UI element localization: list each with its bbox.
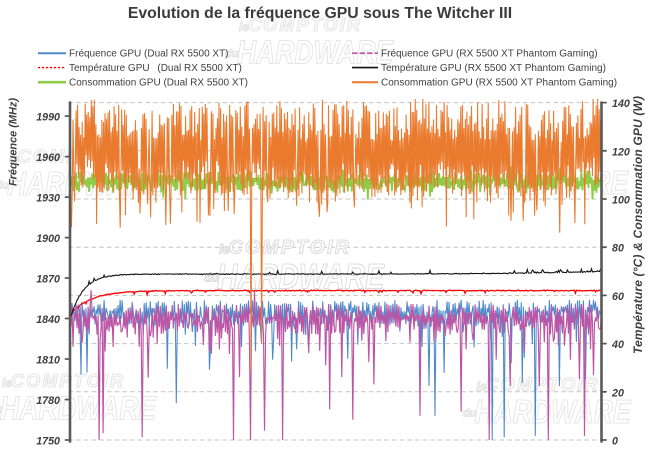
svg-text:1750: 1750: [36, 436, 60, 448]
svg-text:Evolution de la fréquence GPU: Evolution de la fréquence GPU sous The W…: [128, 5, 512, 22]
svg-text:60: 60: [612, 291, 624, 303]
svg-text:COMPTOIR: COMPTOIR: [486, 375, 598, 395]
svg-text:HARDWARE: HARDWARE: [475, 393, 632, 430]
svg-text:COMPTOIR: COMPTOIR: [11, 371, 123, 391]
svg-text:100: 100: [612, 195, 630, 207]
svg-text:le: le: [477, 380, 487, 394]
svg-text:1810: 1810: [36, 355, 60, 367]
svg-text:le: le: [219, 242, 230, 257]
svg-text:Fréquence GPU (Dual RX 5500 XT: Fréquence GPU (Dual RX 5500 XT): [69, 49, 229, 60]
svg-text:le: le: [9, 152, 19, 166]
svg-text:1780: 1780: [36, 395, 60, 407]
svg-text:le: le: [2, 376, 12, 390]
svg-text:du: du: [225, 48, 239, 60]
svg-text:1870: 1870: [36, 274, 60, 286]
svg-text:HARDWARE: HARDWARE: [0, 390, 157, 427]
svg-text:1930: 1930: [36, 193, 60, 205]
svg-text:HARDWARE: HARDWARE: [237, 34, 394, 71]
svg-text:COMPTOIR: COMPTOIR: [248, 15, 360, 35]
svg-text:Fréquence (MHz): Fréquence (MHz): [8, 98, 20, 186]
svg-text:1900: 1900: [36, 233, 60, 245]
svg-text:80: 80: [612, 243, 624, 255]
svg-text:40: 40: [611, 339, 624, 351]
svg-text:1990: 1990: [36, 112, 60, 124]
svg-text:du: du: [463, 408, 477, 420]
svg-text:0: 0: [612, 436, 618, 448]
svg-text:Consommation GPU (RX 5500 XT P: Consommation GPU (RX 5500 XT Phantom Gam…: [381, 78, 617, 89]
svg-text:Température (°C) & Consommatio: Température (°C) & Consommation GPU (W): [631, 96, 645, 354]
svg-text:le: le: [239, 20, 249, 34]
svg-text:20: 20: [611, 387, 624, 399]
svg-text:120: 120: [612, 146, 630, 158]
svg-text:Consommation GPU (Dual RX 5500: Consommation GPU (Dual RX 5500 XT): [69, 78, 248, 89]
svg-text:COMPTOIR: COMPTOIR: [229, 238, 349, 259]
svg-text:1960: 1960: [36, 152, 60, 164]
svg-text:Température GPU (RX 5500 XT Ph: Température GPU (RX 5500 XT Phantom Gami…: [381, 63, 606, 74]
svg-text:1840: 1840: [36, 314, 60, 326]
svg-text:140: 140: [612, 98, 630, 110]
svg-text:Température GPU (Dual RX 5500: Température GPU (Dual RX 5500 XT): [69, 63, 242, 74]
svg-text:du: du: [0, 180, 9, 192]
svg-text:du: du: [0, 404, 2, 416]
svg-text:Fréquence GPU (RX 5500 XT Phan: Fréquence GPU (RX 5500 XT Phantom Gaming…: [381, 49, 598, 60]
